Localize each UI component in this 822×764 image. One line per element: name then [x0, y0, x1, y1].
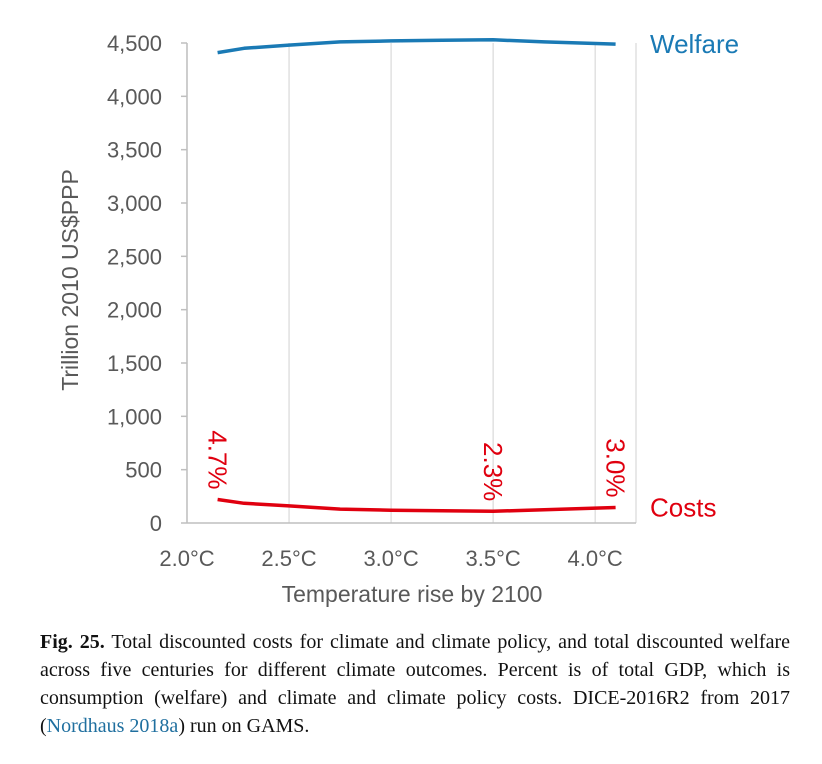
x-tick-label: 3.0°C	[363, 546, 418, 571]
y-axis-title: Trillion 2010 US$PPP	[57, 169, 83, 391]
y-tick-label: 1,000	[107, 404, 162, 429]
percent-annotation: 3.0%	[601, 438, 631, 497]
y-tick-label: 2,000	[107, 298, 162, 323]
x-axis-title: Temperature rise by 2100	[282, 581, 543, 607]
percent-annotation: 2.3%	[478, 442, 508, 501]
caption-text-end: ) run on GAMS.	[178, 715, 310, 737]
labels: Welfare Costs 4.7% 2.3% 3.0%	[203, 29, 740, 522]
x-tick-label: 2.0°C	[159, 546, 214, 571]
y-tick-label: 2,500	[107, 244, 162, 269]
caption-reference-link[interactable]: Nordhaus 2018a	[46, 715, 179, 737]
figure-caption: Fig. 25. Total discounted costs for clim…	[40, 628, 790, 740]
x-tick-label: 4.0°C	[568, 546, 623, 571]
chart: 2.0°C 2.5°C 3.0°C 3.5°C 4.0°C 0 500 1,000 1,500 2…	[57, 29, 740, 607]
axes: 2.0°C 2.5°C 3.0°C 3.5°C 4.0°C 0 500 1,000 1,500 2…	[107, 31, 636, 571]
grid-lines	[186, 43, 637, 523]
x-tick-label: 3.5°C	[465, 546, 520, 571]
series-line-welfare	[217, 38, 616, 55]
caption-text: Total discounted costs for climate and c…	[40, 631, 790, 737]
y-tick-label: 3,500	[107, 138, 162, 163]
series-label-costs: Costs	[650, 493, 716, 523]
figure-number: Fig. 25.	[40, 631, 105, 653]
y-tick-label: 1,500	[107, 351, 162, 376]
series-line-costs	[217, 497, 616, 514]
y-tick-label: 500	[125, 458, 162, 483]
y-tick-label: 4,500	[107, 31, 162, 56]
x-tick-label: 2.5°C	[261, 546, 316, 571]
y-tick-label: 0	[150, 511, 162, 536]
y-tick-label: 3,000	[107, 191, 162, 216]
series-label-welfare: Welfare	[650, 29, 739, 59]
percent-annotation: 4.7%	[203, 430, 233, 489]
series-lines	[217, 38, 616, 514]
y-tick-label: 4,000	[107, 84, 162, 109]
